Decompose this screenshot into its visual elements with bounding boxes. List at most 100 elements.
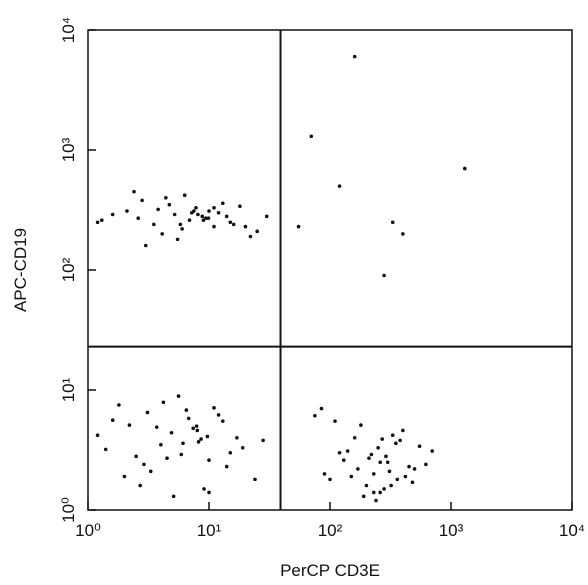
event-dot bbox=[243, 224, 248, 229]
event-dot bbox=[201, 218, 206, 223]
event-dot bbox=[220, 419, 225, 423]
event-dot bbox=[228, 450, 233, 455]
event-dot bbox=[216, 210, 221, 215]
event-dot bbox=[191, 426, 195, 431]
event-dot bbox=[99, 218, 104, 223]
event-dot bbox=[333, 419, 337, 423]
event-dot bbox=[394, 441, 398, 446]
event-dot bbox=[172, 212, 177, 217]
event-dot bbox=[403, 474, 408, 479]
event-dot bbox=[194, 205, 198, 210]
event-dot bbox=[205, 434, 210, 439]
event-dot bbox=[196, 440, 201, 444]
event-dot bbox=[364, 483, 369, 488]
event-dot bbox=[412, 467, 417, 471]
event-dot bbox=[349, 474, 354, 479]
event-dot bbox=[136, 216, 141, 221]
event-dot bbox=[398, 438, 402, 443]
event-dot bbox=[462, 166, 467, 171]
event-dot bbox=[382, 273, 386, 278]
event-dot bbox=[179, 452, 184, 457]
event-dot bbox=[224, 214, 229, 219]
event-dot bbox=[152, 222, 156, 227]
y-tick-label: 10⁴ bbox=[59, 17, 78, 43]
y-tick-label: 10⁰ bbox=[59, 497, 78, 523]
event-dot bbox=[110, 418, 115, 423]
event-dot bbox=[387, 469, 392, 474]
event-dot bbox=[385, 460, 390, 465]
event-dot bbox=[117, 403, 121, 407]
event-dot bbox=[371, 490, 376, 495]
event-dot bbox=[240, 445, 245, 450]
event-dot bbox=[356, 467, 360, 471]
event-dot bbox=[378, 490, 383, 495]
event-dot bbox=[199, 437, 203, 441]
event-dot bbox=[390, 220, 395, 225]
event-dot bbox=[184, 408, 189, 412]
event-dot bbox=[395, 477, 400, 482]
event-dot bbox=[228, 220, 233, 225]
event-dot bbox=[169, 430, 174, 435]
event-dot bbox=[196, 212, 200, 217]
event-dot bbox=[382, 487, 386, 491]
event-dot bbox=[410, 480, 415, 485]
event-dot bbox=[148, 469, 153, 474]
event-dot bbox=[164, 195, 168, 200]
event-dot bbox=[417, 444, 422, 449]
event-dot bbox=[132, 189, 136, 194]
event-dot bbox=[180, 227, 184, 231]
event-dot bbox=[212, 406, 216, 410]
event-dot bbox=[424, 462, 428, 467]
event-dot bbox=[165, 456, 169, 461]
event-dot bbox=[207, 490, 211, 495]
event-dot bbox=[134, 454, 138, 459]
event-dot bbox=[156, 207, 160, 212]
event-dot bbox=[122, 474, 127, 479]
event-dot bbox=[154, 425, 159, 429]
event-dot bbox=[401, 428, 405, 433]
event-dot bbox=[140, 198, 144, 203]
event-dot bbox=[95, 220, 100, 225]
event-dot bbox=[103, 447, 108, 452]
event-dot bbox=[390, 433, 395, 438]
event-dot bbox=[181, 441, 185, 446]
event-dot bbox=[235, 435, 239, 440]
event-dot bbox=[337, 184, 342, 188]
event-dot bbox=[322, 472, 327, 476]
event-dot bbox=[220, 201, 225, 206]
y-tick-label: 10³ bbox=[59, 137, 78, 162]
event-dot bbox=[143, 243, 148, 248]
event-dot bbox=[407, 464, 411, 469]
event-dot bbox=[319, 406, 324, 411]
event-dot bbox=[142, 462, 146, 467]
event-dot bbox=[337, 450, 342, 455]
plot-frame bbox=[87, 29, 573, 511]
event-dot bbox=[248, 234, 253, 239]
event-dot bbox=[95, 433, 100, 438]
event-dot bbox=[167, 202, 172, 207]
event-dot bbox=[195, 428, 200, 433]
event-dot bbox=[359, 423, 363, 427]
event-dot bbox=[194, 424, 199, 428]
event-dot bbox=[352, 54, 357, 59]
event-dot bbox=[207, 458, 211, 463]
event-dot bbox=[182, 193, 187, 198]
event-dot bbox=[224, 464, 229, 469]
event-dot bbox=[430, 449, 435, 453]
event-dot bbox=[374, 498, 378, 503]
event-dot bbox=[192, 209, 196, 213]
event-dot bbox=[202, 487, 206, 491]
event-dot bbox=[361, 494, 366, 499]
event-dot bbox=[127, 423, 132, 427]
event-dot bbox=[369, 452, 374, 457]
x-tick-label: 10² bbox=[318, 521, 343, 540]
event-dot bbox=[186, 416, 191, 421]
x-tick-label: 10³ bbox=[439, 521, 464, 540]
event-dot bbox=[255, 229, 259, 234]
event-dot bbox=[253, 477, 257, 482]
event-dot bbox=[207, 209, 211, 213]
event-dot bbox=[378, 460, 383, 465]
event-dot bbox=[371, 472, 376, 476]
event-dot bbox=[384, 454, 388, 459]
